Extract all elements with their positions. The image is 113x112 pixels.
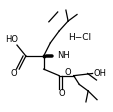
Text: O: O (10, 69, 17, 78)
Text: OH: OH (93, 69, 106, 78)
Text: O: O (64, 68, 70, 77)
Text: O: O (58, 89, 65, 98)
Text: H−Cl: H−Cl (67, 33, 90, 42)
Text: HO: HO (5, 35, 18, 44)
Text: NH: NH (57, 51, 70, 60)
